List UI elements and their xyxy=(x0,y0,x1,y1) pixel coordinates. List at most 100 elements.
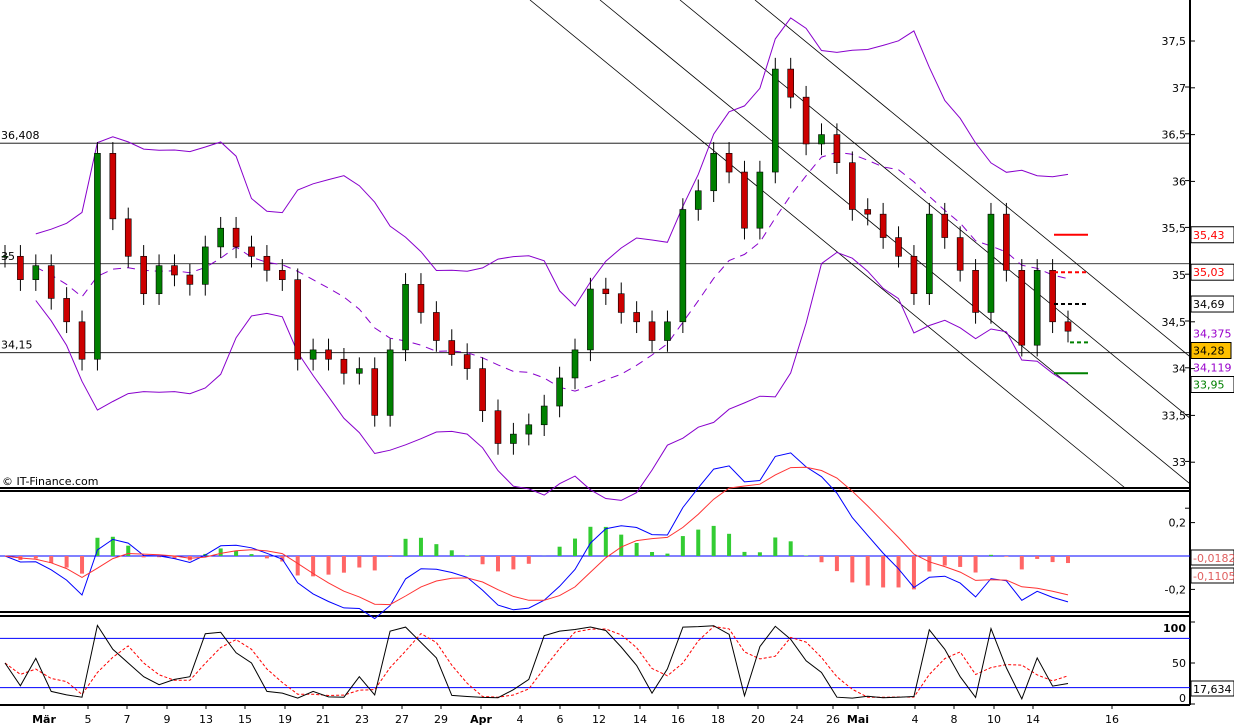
x-tick-label: 14 xyxy=(633,713,647,726)
candle xyxy=(186,274,194,285)
trend-channel-line xyxy=(529,0,1126,489)
candle xyxy=(926,213,933,295)
candle xyxy=(617,293,625,313)
horizontal-line-label: 36,408 xyxy=(1,129,40,142)
macd-histogram-bar xyxy=(495,556,500,572)
x-tick-label: 24 xyxy=(790,713,804,726)
x-tick-label: 16 xyxy=(1105,713,1119,726)
stochastic-tick-label: 0 xyxy=(1179,692,1186,705)
macd-histogram-bar xyxy=(95,537,100,556)
stochastic-tick-label: 50 xyxy=(1172,657,1186,670)
candle xyxy=(833,134,841,163)
candle xyxy=(124,218,132,257)
macd-histogram-bar xyxy=(80,556,85,574)
trend-channel-line xyxy=(599,0,1191,485)
candle xyxy=(217,227,224,248)
candle xyxy=(556,377,563,407)
y-tick-label: 36,5 xyxy=(1162,129,1187,142)
macd-value-label: -0,0182 xyxy=(1193,552,1234,565)
price-label-box xyxy=(1190,376,1234,393)
macd-histogram-bar xyxy=(911,556,916,590)
macd-histogram-bar xyxy=(727,533,732,556)
macd-histogram-bar xyxy=(311,556,316,577)
stochastic-value-label: 17,634 xyxy=(1193,683,1232,696)
candle xyxy=(494,410,502,444)
macd-histogram-bar xyxy=(264,556,269,559)
candle xyxy=(864,209,872,215)
price-label-box xyxy=(1190,295,1234,313)
x-tick-label: 29 xyxy=(434,713,448,726)
candle xyxy=(725,153,733,173)
macd-histogram-bar xyxy=(942,556,947,566)
x-tick-label: 7 xyxy=(124,713,131,726)
y-tick-label: 34,5 xyxy=(1162,316,1187,329)
x-tick-label: 23 xyxy=(355,713,369,726)
macd-histogram-bar xyxy=(126,545,131,556)
candle xyxy=(279,270,286,280)
candle xyxy=(694,190,702,210)
macd-histogram-bar xyxy=(927,556,932,572)
candle xyxy=(17,255,24,280)
macd-histogram-bar xyxy=(33,556,38,559)
x-tick-label: 16 xyxy=(671,713,685,726)
macd-histogram-bar xyxy=(1066,556,1070,564)
macd-histogram-bar xyxy=(1004,556,1009,557)
macd-histogram-bar xyxy=(773,537,778,556)
candle xyxy=(463,354,471,369)
macd-histogram-bar xyxy=(757,552,762,556)
candle xyxy=(371,368,379,416)
candle xyxy=(571,349,579,379)
candle xyxy=(879,213,887,238)
y-tick-label: 36 xyxy=(1172,175,1186,188)
macd-histogram-bar xyxy=(64,556,69,568)
candle xyxy=(232,227,240,248)
macd-histogram-bar xyxy=(172,556,177,559)
macd-value-box xyxy=(1190,549,1234,566)
candle xyxy=(294,279,302,360)
macd-histogram-bar xyxy=(742,551,747,556)
candle xyxy=(648,321,656,341)
macd-histogram-bar xyxy=(1035,556,1040,559)
y-tick-label: 37 xyxy=(1172,82,1186,95)
y-tick-label: 33,5 xyxy=(1162,409,1187,422)
x-tick-label: 15 xyxy=(238,713,252,726)
macd-histogram-bar xyxy=(834,556,839,572)
candle xyxy=(433,312,440,341)
macd-histogram-bar xyxy=(511,556,516,570)
macd-tick-label: 0,2 xyxy=(1169,517,1187,530)
macd-histogram-bar xyxy=(1050,556,1055,563)
macd-histogram-bar xyxy=(1019,556,1024,570)
price-label: 34,69 xyxy=(1193,298,1225,311)
stochastic-d-line xyxy=(4,625,1069,698)
candle xyxy=(1049,270,1056,323)
price-label: 34,375 xyxy=(1193,328,1232,341)
candle xyxy=(633,312,640,323)
macd-histogram-bar xyxy=(480,556,485,565)
bollinger-upper xyxy=(35,17,1069,307)
x-tick-label: 27 xyxy=(395,713,409,726)
macd-tick-label: -0,2 xyxy=(1165,583,1186,596)
macd-histogram-bar xyxy=(573,538,578,556)
macd-histogram-bar xyxy=(696,529,701,556)
x-tick-label: 12 xyxy=(592,713,606,726)
price-label-box xyxy=(1190,263,1234,281)
x-tick-label: 18 xyxy=(711,713,725,726)
macd-histogram-bar xyxy=(588,526,593,556)
bollinger-lower xyxy=(35,251,1069,501)
price-label: 35,43 xyxy=(1193,229,1225,242)
macd-histogram-bar xyxy=(141,556,146,558)
macd-histogram-bar xyxy=(434,544,439,556)
candle xyxy=(802,96,810,145)
macd-histogram-bar xyxy=(341,556,346,573)
candle xyxy=(402,284,409,351)
candle xyxy=(448,340,456,355)
macd-histogram-bar xyxy=(372,556,377,571)
candle xyxy=(771,68,779,173)
candle xyxy=(602,288,610,295)
candle xyxy=(741,171,748,229)
macd-histogram-bar xyxy=(603,526,608,556)
macd-histogram-bar xyxy=(449,550,454,556)
candle xyxy=(32,265,40,280)
candle xyxy=(910,255,918,295)
